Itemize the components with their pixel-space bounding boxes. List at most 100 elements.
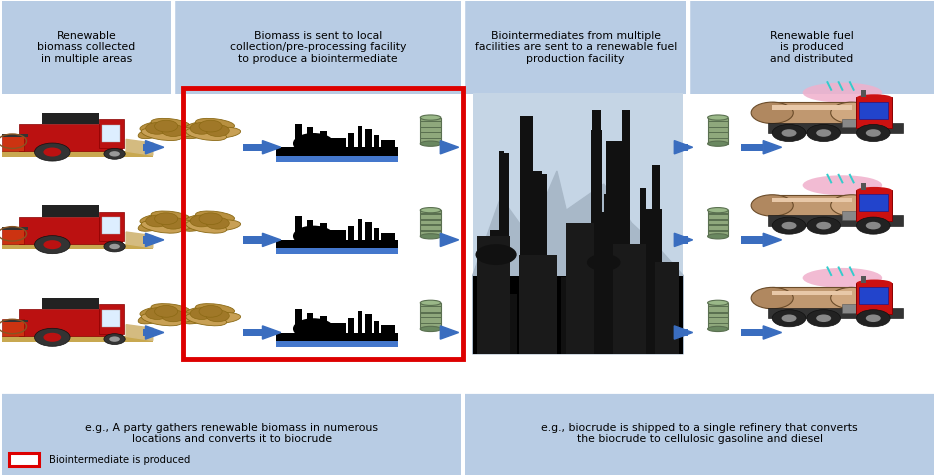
Bar: [772, 291, 852, 295]
Ellipse shape: [184, 120, 223, 132]
Bar: [0, 95, 936, 392]
Ellipse shape: [139, 310, 173, 324]
Bar: [2, 134, 28, 137]
Ellipse shape: [154, 220, 197, 231]
Polygon shape: [145, 326, 164, 339]
Ellipse shape: [141, 313, 183, 326]
Ellipse shape: [141, 128, 183, 141]
Bar: [329, 138, 346, 162]
Bar: [420, 219, 441, 221]
Bar: [499, 151, 504, 354]
Bar: [365, 129, 372, 162]
Circle shape: [772, 124, 806, 142]
Bar: [374, 321, 379, 347]
Ellipse shape: [139, 305, 178, 317]
Bar: [506, 294, 517, 354]
Circle shape: [199, 213, 222, 225]
Bar: [741, 236, 763, 244]
Bar: [420, 317, 441, 318]
Bar: [609, 164, 614, 354]
Circle shape: [782, 129, 797, 137]
Circle shape: [782, 314, 797, 322]
Bar: [859, 102, 888, 119]
Circle shape: [199, 305, 222, 317]
Ellipse shape: [752, 195, 793, 216]
Ellipse shape: [151, 118, 190, 129]
Circle shape: [154, 120, 178, 132]
Polygon shape: [440, 141, 459, 154]
Bar: [593, 243, 604, 354]
Bar: [2, 134, 24, 151]
Ellipse shape: [708, 300, 728, 305]
Bar: [856, 190, 892, 221]
Circle shape: [856, 310, 890, 327]
Circle shape: [43, 333, 61, 342]
Circle shape: [807, 217, 841, 234]
Bar: [772, 105, 852, 110]
Bar: [465, 393, 934, 475]
Circle shape: [293, 133, 334, 154]
Polygon shape: [126, 140, 153, 155]
Polygon shape: [473, 171, 683, 354]
Bar: [2, 227, 24, 244]
Polygon shape: [262, 141, 281, 154]
Bar: [561, 277, 577, 354]
Circle shape: [110, 336, 120, 342]
Bar: [651, 214, 656, 354]
Bar: [613, 244, 646, 354]
Bar: [674, 143, 688, 151]
Text: e.g., A party gathers renewable biomass in numerous
locations and converts it to: e.g., A party gathers renewable biomass …: [85, 423, 378, 444]
Bar: [440, 329, 449, 336]
Bar: [566, 223, 594, 354]
Ellipse shape: [198, 220, 241, 231]
Ellipse shape: [420, 141, 441, 146]
Bar: [477, 237, 510, 354]
Bar: [708, 210, 728, 236]
Polygon shape: [674, 141, 693, 154]
Circle shape: [856, 124, 890, 142]
Bar: [365, 222, 372, 254]
Ellipse shape: [184, 213, 223, 225]
Circle shape: [146, 215, 168, 227]
Bar: [243, 143, 262, 151]
Bar: [420, 121, 441, 122]
Bar: [320, 131, 327, 162]
Circle shape: [110, 151, 120, 157]
Bar: [420, 210, 441, 236]
Circle shape: [816, 222, 831, 229]
Ellipse shape: [802, 268, 882, 288]
Polygon shape: [763, 233, 782, 247]
Bar: [99, 119, 124, 148]
Bar: [99, 304, 124, 333]
Ellipse shape: [141, 220, 183, 233]
Polygon shape: [262, 233, 281, 247]
Bar: [861, 183, 866, 190]
Polygon shape: [126, 325, 153, 341]
Ellipse shape: [831, 102, 872, 124]
Bar: [502, 225, 509, 354]
Circle shape: [110, 244, 120, 249]
Circle shape: [146, 308, 168, 320]
Bar: [381, 140, 395, 162]
Bar: [295, 216, 302, 254]
Bar: [358, 126, 362, 162]
Bar: [276, 156, 398, 162]
Bar: [2, 319, 24, 336]
Circle shape: [104, 334, 125, 344]
Text: e.g., biocrude is shipped to a single refinery that converts
the biocrude to cel: e.g., biocrude is shipped to a single re…: [541, 423, 858, 444]
Bar: [856, 97, 892, 128]
Bar: [651, 165, 660, 354]
Ellipse shape: [185, 128, 227, 141]
Bar: [708, 312, 728, 314]
Circle shape: [293, 318, 334, 339]
Circle shape: [154, 213, 178, 225]
Bar: [772, 287, 852, 309]
Bar: [708, 132, 728, 133]
Circle shape: [35, 328, 70, 346]
Bar: [183, 88, 463, 359]
Bar: [143, 329, 145, 336]
Bar: [329, 230, 346, 254]
Text: Renewable
biomass collected
in multiple areas: Renewable biomass collected in multiple …: [37, 31, 136, 64]
Circle shape: [866, 222, 881, 229]
Bar: [592, 130, 602, 354]
